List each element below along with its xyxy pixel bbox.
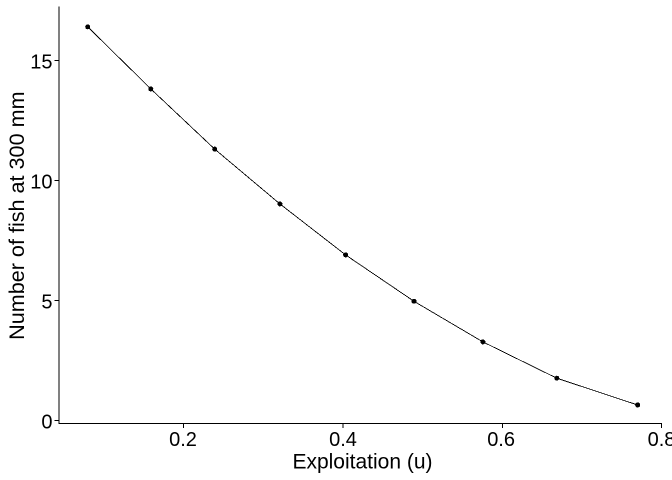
svg-text:0.6: 0.6 bbox=[487, 429, 515, 451]
svg-text:10: 10 bbox=[30, 171, 52, 193]
svg-text:0.4: 0.4 bbox=[329, 429, 357, 451]
svg-text:0: 0 bbox=[41, 411, 52, 433]
svg-text:0.2: 0.2 bbox=[169, 429, 197, 451]
svg-text:15: 15 bbox=[30, 51, 52, 73]
svg-text:5: 5 bbox=[41, 291, 52, 313]
svg-text:Number of fish at 300 mm: Number of fish at 300 mm bbox=[4, 91, 29, 339]
svg-text:Exploitation (u): Exploitation (u) bbox=[292, 451, 432, 474]
svg-text:0.8: 0.8 bbox=[648, 429, 672, 451]
